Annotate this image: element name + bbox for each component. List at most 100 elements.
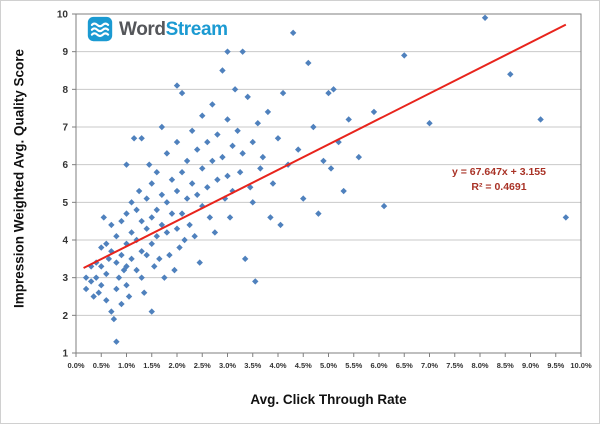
data-point <box>219 153 226 161</box>
data-point <box>481 14 489 21</box>
x-tick-label: 6.0% <box>370 361 387 370</box>
data-point <box>143 195 150 202</box>
data-point <box>183 157 191 165</box>
data-point <box>168 210 176 217</box>
data-point <box>259 153 267 161</box>
data-point <box>327 165 335 172</box>
data-point <box>224 116 231 123</box>
data-point <box>163 199 171 206</box>
data-point <box>289 29 297 37</box>
data-point <box>156 255 163 263</box>
data-point <box>173 187 181 195</box>
y-tick-label: 2 <box>62 311 68 322</box>
x-tick-label: 9.5% <box>547 361 564 370</box>
data-point <box>151 263 158 270</box>
data-point <box>128 255 135 263</box>
data-point <box>110 315 118 323</box>
data-point <box>113 285 120 293</box>
data-point <box>161 274 168 281</box>
x-tick-label: 8.5% <box>497 361 514 370</box>
data-point <box>231 86 239 93</box>
x-tick-label: 7.0% <box>421 361 438 370</box>
data-point <box>194 146 201 153</box>
x-tick-label: 3.0% <box>219 361 236 370</box>
logo-text: WordStream <box>119 20 228 39</box>
data-point <box>93 274 100 281</box>
data-point <box>166 251 173 259</box>
data-point <box>315 210 322 217</box>
x-tick-label: 3.5% <box>244 361 261 370</box>
y-tick-label: 6 <box>62 160 68 171</box>
data-point <box>224 48 231 55</box>
data-point <box>562 214 570 221</box>
data-point <box>148 214 155 221</box>
data-point <box>380 202 388 210</box>
data-point <box>226 214 234 221</box>
data-point <box>204 184 211 191</box>
data-point <box>236 169 244 176</box>
x-tick-label: 5.5% <box>345 361 362 370</box>
data-point <box>199 112 206 119</box>
data-point <box>148 308 155 315</box>
data-point <box>118 251 125 259</box>
data-point <box>325 89 332 97</box>
data-point <box>82 285 90 293</box>
data-point <box>143 225 150 232</box>
data-point <box>370 108 378 116</box>
y-tick-label: 4 <box>62 236 68 247</box>
y-tick-label: 8 <box>62 85 68 96</box>
data-point <box>186 221 193 229</box>
x-tick-label: 9.0% <box>522 361 539 370</box>
data-point <box>340 187 347 195</box>
data-point <box>158 221 166 229</box>
data-point <box>123 240 130 247</box>
data-point <box>133 236 140 244</box>
data-point <box>153 206 160 214</box>
x-tick-label: 0.0% <box>67 361 84 370</box>
data-point <box>219 67 226 74</box>
data-point <box>234 127 241 134</box>
data-point <box>171 266 178 274</box>
data-point <box>95 289 102 296</box>
x-tick-label: 1.0% <box>118 361 135 370</box>
data-point <box>269 180 277 187</box>
data-point <box>330 86 337 93</box>
data-point <box>130 135 138 142</box>
data-point <box>103 270 110 278</box>
data-point <box>507 71 514 78</box>
data-point <box>100 214 107 221</box>
data-point <box>196 259 203 266</box>
data-point <box>133 206 140 214</box>
x-tick-label: 2.0% <box>168 361 185 370</box>
y-tick-label: 9 <box>62 47 68 58</box>
data-point <box>252 278 259 285</box>
trendline-equation-block: y = 67.647x + 3.155 R² = 0.4691 <box>401 165 597 194</box>
data-point <box>108 221 115 229</box>
data-point <box>204 138 211 146</box>
data-point <box>168 176 176 183</box>
data-point <box>135 187 143 195</box>
data-point <box>279 89 287 97</box>
data-point <box>537 116 544 123</box>
x-tick-label: 10.0% <box>570 361 592 370</box>
data-point <box>123 161 130 168</box>
data-point <box>257 165 264 172</box>
data-point <box>214 176 221 183</box>
data-point <box>244 93 251 101</box>
data-point <box>123 282 130 289</box>
data-point <box>148 180 155 187</box>
data-point <box>113 338 120 345</box>
data-point <box>267 214 274 221</box>
data-point <box>133 266 140 274</box>
data-point <box>138 217 145 225</box>
data-point <box>181 236 188 244</box>
data-point <box>178 89 186 97</box>
data-point <box>191 233 198 240</box>
y-tick-label: 7 <box>62 123 68 134</box>
data-point <box>115 274 123 281</box>
data-point <box>239 48 246 55</box>
data-point <box>163 150 171 157</box>
data-point <box>173 225 181 232</box>
